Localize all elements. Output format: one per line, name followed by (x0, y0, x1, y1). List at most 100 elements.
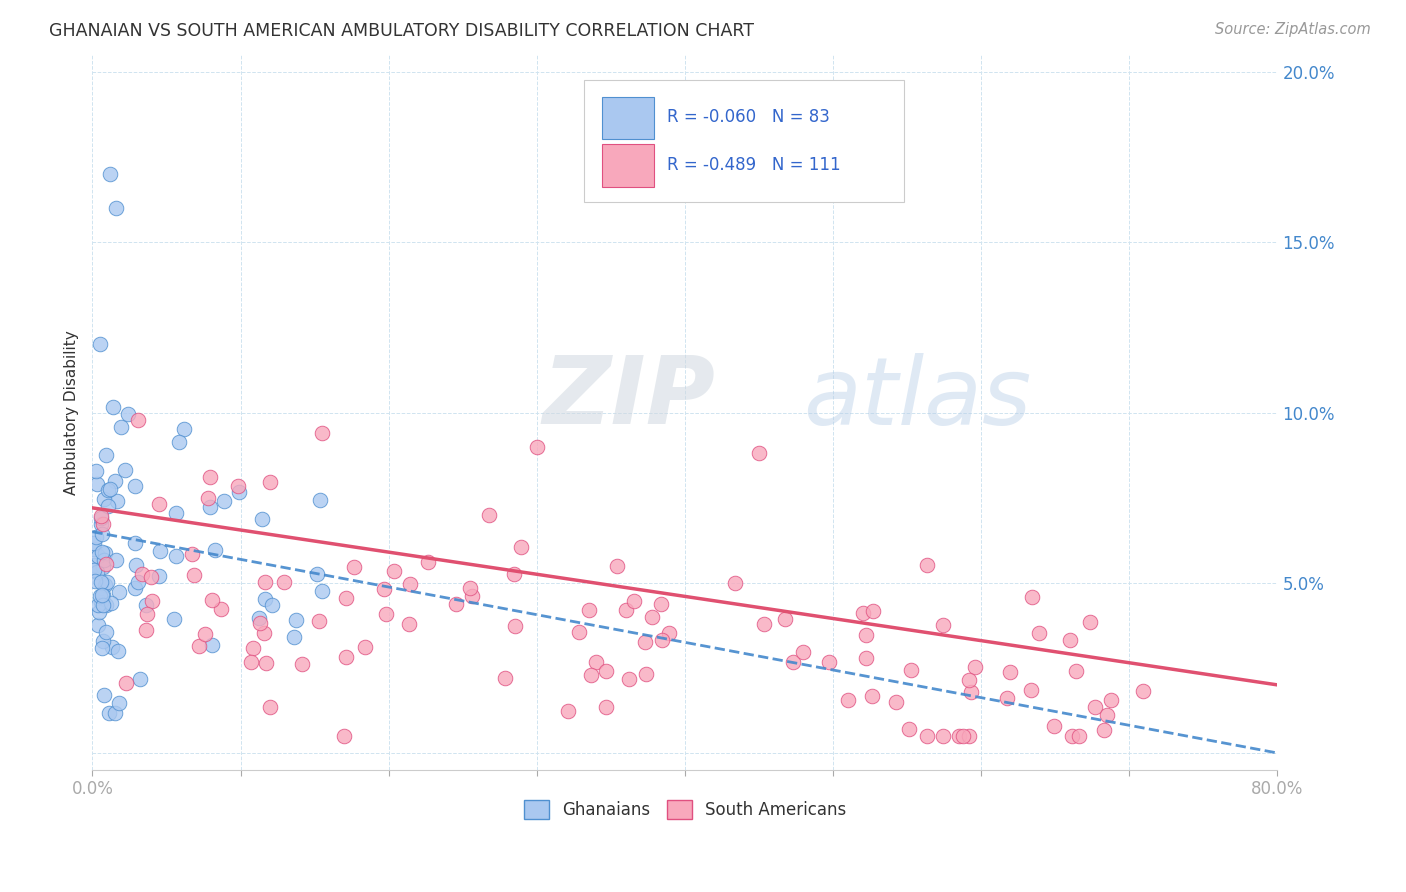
Point (884, 695, 907, 709)
Point (250, 512, 273, 526)
Point (107, 644, 129, 658)
Point (87, 605, 110, 619)
Point (619, 672, 641, 686)
Point (959, 685, 981, 699)
Point (91, 598, 114, 612)
Point (342, 559, 364, 574)
Point (98, 482, 121, 496)
Point (226, 479, 249, 493)
Point (568, 624, 591, 639)
Point (253, 626, 276, 640)
Point (837, 692, 859, 706)
Point (209, 601, 232, 615)
Point (398, 576, 420, 591)
Point (1078, 615, 1101, 630)
Point (1021, 591, 1043, 605)
Point (862, 690, 884, 704)
Point (578, 602, 600, 616)
Point (105, 553, 128, 567)
Point (148, 497, 170, 511)
Point (247, 610, 270, 624)
Point (183, 568, 205, 582)
Point (91, 633, 114, 648)
Point (862, 604, 884, 618)
Point (93, 553, 115, 567)
Point (131, 566, 153, 581)
Point (724, 575, 747, 590)
Point (115, 675, 138, 690)
Point (105, 202, 128, 216)
Point (775, 612, 797, 626)
Point (90, 517, 112, 532)
Point (90, 508, 112, 523)
Point (557, 704, 579, 718)
Point (127, 575, 149, 590)
Point (242, 640, 264, 655)
Point (117, 407, 139, 421)
Text: atlas: atlas (803, 352, 1032, 444)
Text: ZIP: ZIP (543, 352, 716, 444)
Point (658, 626, 681, 640)
Point (212, 494, 235, 508)
Point (855, 651, 877, 665)
Point (91, 559, 114, 574)
Point (308, 614, 330, 628)
Point (141, 594, 163, 608)
Point (101, 400, 124, 414)
Point (83, 558, 105, 573)
Point (494, 671, 516, 685)
Point (444, 597, 467, 611)
Point (1060, 729, 1083, 743)
Point (897, 722, 920, 736)
Point (90, 595, 112, 609)
Point (84, 464, 107, 478)
Point (104, 474, 127, 488)
Point (1084, 700, 1107, 714)
Point (96, 499, 118, 513)
Point (197, 491, 219, 505)
Point (932, 729, 955, 743)
Point (461, 589, 484, 603)
Point (124, 582, 146, 596)
Point (127, 413, 149, 427)
Point (332, 729, 354, 743)
Point (93, 491, 115, 506)
Point (852, 607, 875, 621)
Point (1092, 723, 1115, 738)
Point (782, 655, 804, 669)
Point (917, 558, 939, 573)
Point (792, 645, 814, 659)
Point (169, 434, 191, 449)
Point (228, 484, 250, 499)
Point (307, 567, 329, 582)
Point (1099, 693, 1122, 707)
Point (957, 673, 980, 687)
Point (284, 613, 307, 627)
Point (135, 623, 157, 637)
Point (957, 729, 980, 743)
Point (124, 536, 146, 550)
Point (89, 589, 111, 603)
Point (259, 700, 281, 714)
Point (87, 599, 110, 613)
Point (201, 593, 224, 607)
Point (253, 592, 276, 607)
Point (579, 667, 602, 681)
Point (273, 574, 295, 589)
Point (83, 535, 105, 549)
Point (91, 588, 114, 602)
Point (141, 569, 163, 583)
Point (260, 598, 283, 612)
Point (148, 568, 170, 582)
Point (308, 493, 330, 508)
Point (817, 655, 839, 669)
Point (1069, 729, 1091, 743)
Point (93, 688, 115, 702)
Point (1019, 683, 1042, 698)
Point (585, 656, 607, 670)
Point (96, 574, 118, 589)
Point (1028, 625, 1050, 640)
Point (595, 700, 617, 714)
Point (623, 593, 645, 607)
Point (89, 511, 111, 525)
